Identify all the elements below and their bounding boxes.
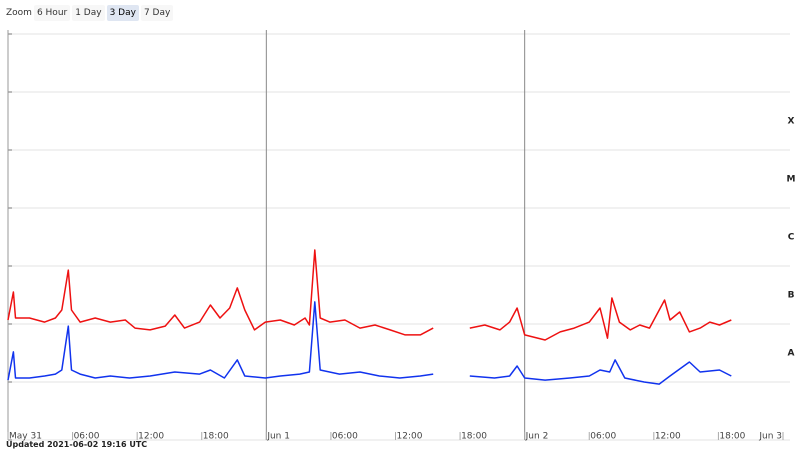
updated-note: Updated 2021-06-02 19:16 UTC [6,440,148,449]
zoom-bar: Zoom 6 Hour 1 Day 3 Day 7 Day [6,4,174,22]
x-tick-label: 18:00 [719,432,745,442]
flare-class-label: C [788,233,795,243]
flare-class-label: B [788,291,795,301]
x-tick-label: 18:00 [461,432,487,442]
zoom-button[interactable]: 1 Day [72,5,105,21]
flux-line [7,301,732,385]
zoom-button[interactable]: 6 Hour [33,5,71,21]
x-tick-label: May 31 [9,432,42,442]
x-tick-label: 06:00 [590,432,616,442]
x-tick-label: 12:00 [138,432,164,442]
x-tick-label: 06:00 [332,432,358,442]
x-tick-label: 06:00 [74,432,100,442]
flare-class-label: X [788,117,795,127]
x-tick-label: 18:00 [203,432,229,442]
flare-class-label: A [788,349,795,359]
flux-line [7,249,732,341]
zoom-button[interactable]: 3 Day [106,5,139,21]
x-tick-label: Jun 3 [758,432,782,442]
x-tick-label: 12:00 [655,432,681,442]
flare-class-label: M [787,175,796,185]
zoom-button[interactable]: 7 Day [140,5,174,21]
x-tick-label: 12:00 [397,432,423,442]
x-tick-label: Jun 2 [525,432,549,442]
zoom-label: Zoom [6,8,32,18]
x-tick-label: Jun 1 [266,432,290,442]
